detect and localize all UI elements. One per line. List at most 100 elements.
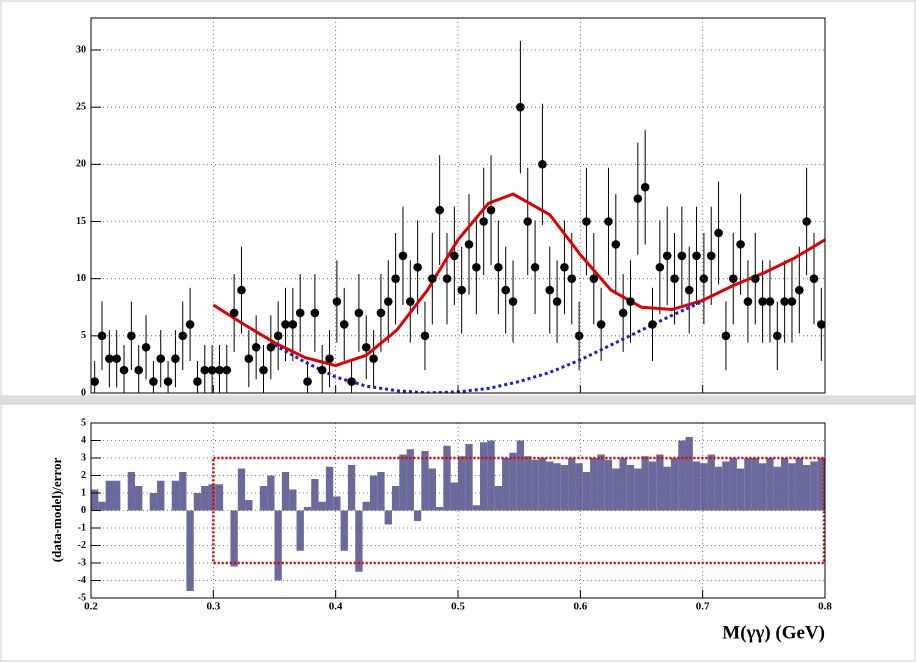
data-point [662,251,672,261]
bar [736,468,745,511]
data-point [281,320,290,329]
bar [127,472,136,511]
bar [802,465,811,511]
bar [472,505,481,511]
bar [722,461,730,511]
data-point [802,217,811,226]
bar [105,480,114,511]
bar [648,461,657,511]
bar [509,452,517,511]
data-point [398,251,408,261]
data-point [244,354,254,364]
bar [619,458,627,511]
data-point [457,285,466,295]
bar [604,459,613,511]
bottom-pad [0,403,916,662]
bar [245,500,253,511]
bar [355,510,363,572]
data-point [787,297,797,306]
x-tick-label: 0.4 [329,601,343,613]
data-point [383,297,393,306]
bar [766,458,774,511]
bar [685,437,693,511]
bar [700,463,708,511]
bar [626,465,635,511]
bar [707,454,715,511]
data-point [684,285,694,295]
bar [149,493,158,511]
bar [758,463,767,511]
bar [369,475,378,511]
data-point [618,308,628,318]
bar [780,458,789,511]
bar [810,461,818,511]
data-point [545,285,555,295]
bar [773,466,781,511]
bar [406,449,414,511]
x-tick-label: 0.2 [84,601,98,613]
data-point [626,297,635,306]
bar [311,479,319,511]
y-tick-label: 5 [81,330,86,341]
data-point [442,274,452,283]
data-point [266,342,276,352]
bar [186,510,194,591]
bar [788,463,796,511]
data-point [560,262,569,272]
bar [634,468,642,511]
bar [318,501,326,511]
bar [281,472,290,511]
x-tick-label: 0.7 [696,601,710,613]
data-point [163,377,173,386]
bar [362,501,370,511]
data-point [376,308,386,318]
data-point [251,342,261,352]
data-point [714,228,723,238]
data-point [795,285,804,295]
bar [670,458,679,511]
data-point [582,217,591,226]
data-point [156,354,166,364]
data-point [648,320,657,329]
data-point [640,182,650,192]
data-point [237,285,246,295]
data-point [589,274,599,283]
data-point [596,320,606,329]
y-tick-label: 25 [76,101,86,112]
y-tick-label: 2 [81,470,86,481]
bar [729,458,737,511]
y-tick-label: 3 [81,452,86,463]
data-point [200,365,210,375]
bar [113,480,121,511]
x-tick-label: 0.3 [206,601,220,613]
bar [582,472,591,511]
bar [377,472,385,511]
bar [193,493,202,511]
data-point [743,297,753,306]
x-tick-label: 0.6 [573,601,587,613]
data-point [530,262,540,272]
bar [421,451,429,511]
bar [575,463,583,511]
y-tick-label: 5 [81,417,86,428]
y-tick-label: 15 [76,216,86,227]
data-point [736,240,745,249]
data-point [361,342,371,352]
y-tick-label: 30 [76,44,86,55]
bar [641,456,649,511]
data-point [207,365,217,375]
data-point [758,297,767,306]
bar [450,482,458,511]
data-point [354,308,364,318]
data-point [178,331,188,341]
data-point [604,217,613,226]
y-tick-label: 10 [76,273,86,284]
data-point [633,194,643,203]
data-point [611,240,621,249]
data-point [508,297,518,306]
y-tick-label: -4 [78,575,86,586]
y-tick-label: 0 [81,505,86,516]
bar [538,458,547,511]
bar [289,489,297,511]
